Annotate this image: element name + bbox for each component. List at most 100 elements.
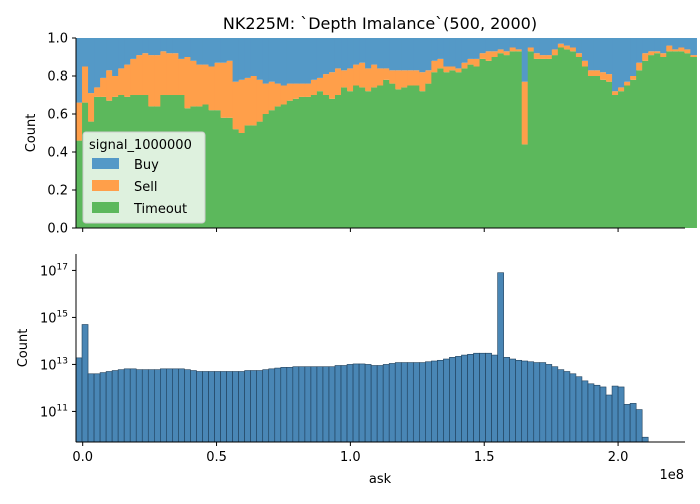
histogram-bar [635, 409, 643, 443]
bar-sell [587, 70, 595, 76]
histogram-bar [262, 369, 270, 443]
bar-timeout [443, 72, 451, 228]
bar-sell [563, 45, 571, 50]
bar-timeout [557, 47, 565, 228]
bar-timeout [322, 95, 330, 228]
bar-sell [172, 53, 179, 95]
bar-buy [220, 38, 228, 63]
bar-buy [322, 38, 330, 75]
bar-sell [618, 87, 625, 92]
histogram-bar [268, 368, 276, 443]
bar-sell [497, 49, 505, 54]
bar-sell [371, 64, 378, 88]
histogram-bar [160, 368, 167, 443]
bar-timeout [395, 89, 402, 228]
bar-timeout [256, 121, 264, 228]
histogram-bar [238, 371, 245, 443]
histogram-bar [629, 403, 637, 443]
bar-timeout [569, 51, 577, 228]
histogram-bar [256, 370, 264, 443]
histogram-bar [286, 367, 294, 443]
bottom-plot-area [75, 272, 649, 443]
bar-buy [250, 38, 258, 76]
bar-sell [581, 60, 589, 67]
bar-sell [142, 53, 149, 95]
bar-sell [509, 47, 517, 52]
histogram-bar [340, 365, 348, 443]
bar-timeout [202, 104, 210, 228]
bar-timeout [377, 85, 384, 228]
bar-buy [298, 38, 306, 84]
bar-buy [341, 38, 348, 71]
bar-buy [666, 38, 673, 46]
bar-timeout [371, 87, 378, 229]
bar-sell [304, 83, 312, 97]
bar-buy [371, 38, 378, 65]
bar-buy [593, 38, 601, 71]
bar-sell [389, 70, 396, 84]
bottom-x-tick-label: 1.0 [340, 450, 361, 465]
histogram-bar [623, 404, 631, 443]
bar-buy [437, 38, 445, 59]
histogram-bar [587, 383, 595, 443]
bar-buy [473, 38, 481, 59]
bar-sell [539, 55, 547, 59]
bar-sell [606, 74, 613, 82]
histogram-bar [551, 366, 559, 443]
bar-sell [100, 77, 107, 97]
bar-timeout [461, 68, 469, 229]
histogram-bar [250, 370, 257, 443]
chart-title: NK225M: `Depth Imalance`(500, 2000) [223, 14, 537, 33]
bar-buy [184, 38, 192, 57]
histogram-bar [328, 366, 336, 443]
bar-sell [527, 47, 535, 52]
bar-timeout [606, 81, 613, 228]
bar-buy [334, 38, 342, 69]
bar-timeout [612, 95, 619, 228]
histogram-bar [370, 365, 378, 443]
bar-timeout [244, 125, 252, 228]
bar-buy [292, 38, 300, 84]
bar-timeout [232, 129, 240, 228]
bar-timeout [365, 91, 372, 228]
bar-sell [220, 62, 228, 118]
bar-sell [377, 68, 384, 86]
bar-sell [166, 53, 173, 95]
bar-sell [292, 83, 300, 99]
histogram-bar [388, 363, 396, 443]
bar-sell [437, 58, 445, 69]
bar-buy [539, 38, 547, 56]
histogram-bar [105, 371, 113, 443]
bar-sell [395, 70, 402, 90]
histogram-bar [310, 366, 318, 443]
bar-timeout [509, 51, 517, 228]
histogram-bar [358, 363, 366, 443]
bar-buy [684, 38, 691, 50]
bottom-y-tick-label: 1015 [40, 309, 68, 326]
x-axis-label: ask [369, 472, 392, 487]
bar-buy [214, 38, 222, 63]
histogram-bar [244, 370, 251, 443]
bar-buy [563, 38, 571, 46]
bar-sell [431, 60, 438, 73]
histogram-bar [87, 373, 95, 443]
bar-buy [256, 38, 264, 80]
bar-buy [316, 38, 324, 78]
bar-buy [672, 38, 679, 50]
bar-timeout [214, 110, 222, 228]
bar-buy [328, 38, 336, 73]
bar-buy [202, 38, 210, 65]
bar-sell [334, 68, 342, 95]
bar-buy [226, 38, 234, 61]
bar-buy [413, 38, 420, 71]
bar-timeout [618, 91, 625, 228]
bar-buy [431, 38, 438, 61]
bar-buy [479, 38, 487, 54]
histogram-bar [617, 386, 625, 443]
histogram-bar [503, 357, 510, 443]
bar-sell [244, 77, 252, 126]
bar-timeout [521, 144, 529, 228]
legend-label-buy: Buy [134, 158, 159, 173]
histogram-bar [473, 352, 480, 443]
